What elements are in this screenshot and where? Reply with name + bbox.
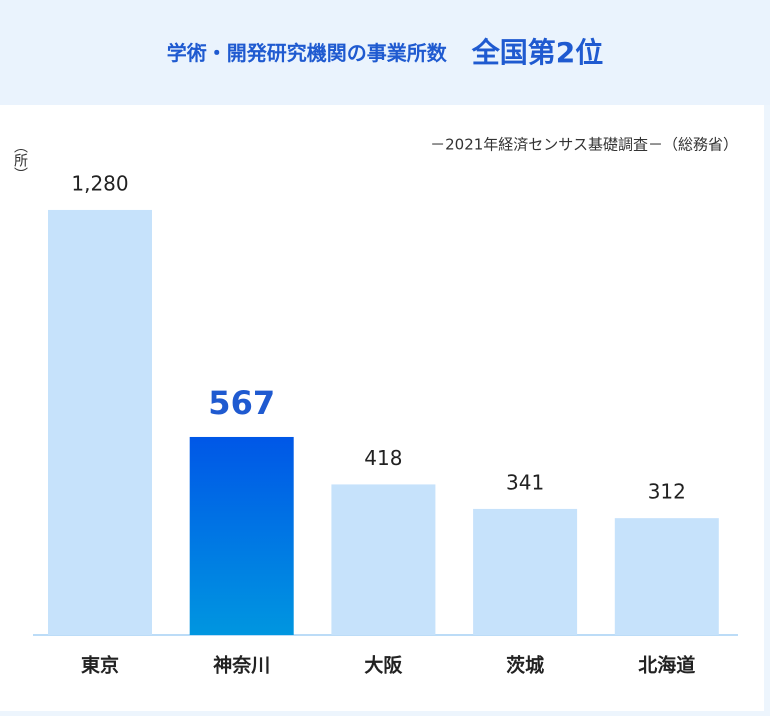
- value-label: 341: [506, 470, 544, 494]
- x-tick-label: 東京: [81, 654, 119, 677]
- bar: [614, 518, 719, 635]
- x-tick-label: 北海道: [638, 654, 695, 677]
- unit-label: （所）: [12, 139, 28, 181]
- chart-title-group: 学術・開発研究機関の事業所数 全国第2位: [167, 36, 604, 69]
- x-tick-label: 大阪: [364, 654, 403, 677]
- bar: [473, 508, 578, 635]
- x-tick-label: 神奈川: [213, 654, 270, 677]
- bar: [331, 484, 436, 635]
- source-note: －2021年経済センサス基礎調査－（総務省）: [430, 136, 738, 154]
- value-label: 418: [364, 446, 402, 470]
- header-band: [0, 0, 770, 105]
- x-tick-label: 茨城: [506, 654, 544, 677]
- chart-title: 学術・開発研究機関の事業所数: [167, 41, 448, 65]
- value-label: 312: [648, 480, 686, 504]
- bar: [48, 209, 152, 635]
- chart-title-emphasis: 全国第2位: [471, 36, 603, 69]
- value-label: 567: [208, 384, 275, 422]
- value-label: 1,280: [71, 171, 128, 195]
- bar: [189, 436, 294, 635]
